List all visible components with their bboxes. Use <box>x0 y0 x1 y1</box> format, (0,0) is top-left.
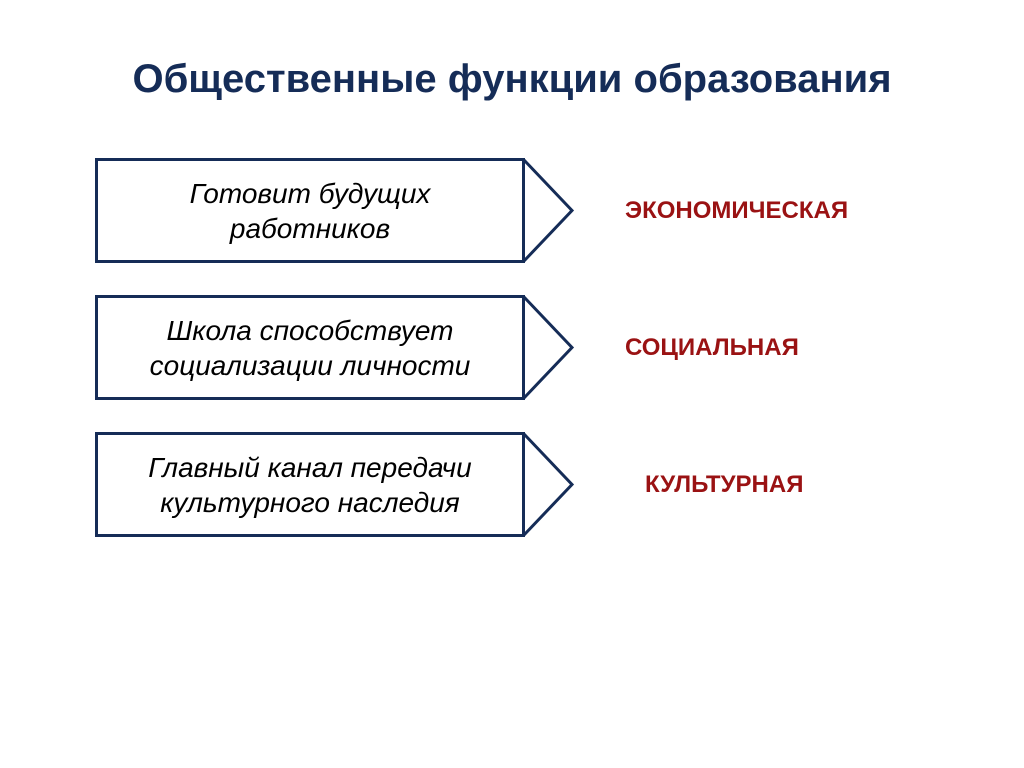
rows-container: Готовит будущих работников ЭКОНОМИЧЕСКАЯ… <box>95 158 935 569</box>
box-wrapper: Главный канал передачи культурного насле… <box>95 432 577 537</box>
box-wrapper: Школа способствует социализации личности <box>95 295 577 400</box>
box-wrapper: Готовит будущих работников <box>95 158 577 263</box>
function-label: КУЛЬТУРНАЯ <box>645 471 803 499</box>
diagram-title: Общественные функции образования <box>0 55 1024 103</box>
function-row: Школа способствует социализации личности… <box>95 295 935 400</box>
function-label: СОЦИАЛЬНАЯ <box>625 334 799 362</box>
description-box: Готовит будущих работников <box>95 158 525 263</box>
function-label: ЭКОНОМИЧЕСКАЯ <box>625 197 848 225</box>
description-box: Школа способствует социализации личности <box>95 295 525 400</box>
function-row: Главный канал передачи культурного насле… <box>95 432 935 537</box>
arrow-icon <box>522 432 577 537</box>
arrow-icon <box>522 295 577 400</box>
arrow-icon <box>522 158 577 263</box>
description-box: Главный канал передачи культурного насле… <box>95 432 525 537</box>
function-row: Готовит будущих работников ЭКОНОМИЧЕСКАЯ <box>95 158 935 263</box>
